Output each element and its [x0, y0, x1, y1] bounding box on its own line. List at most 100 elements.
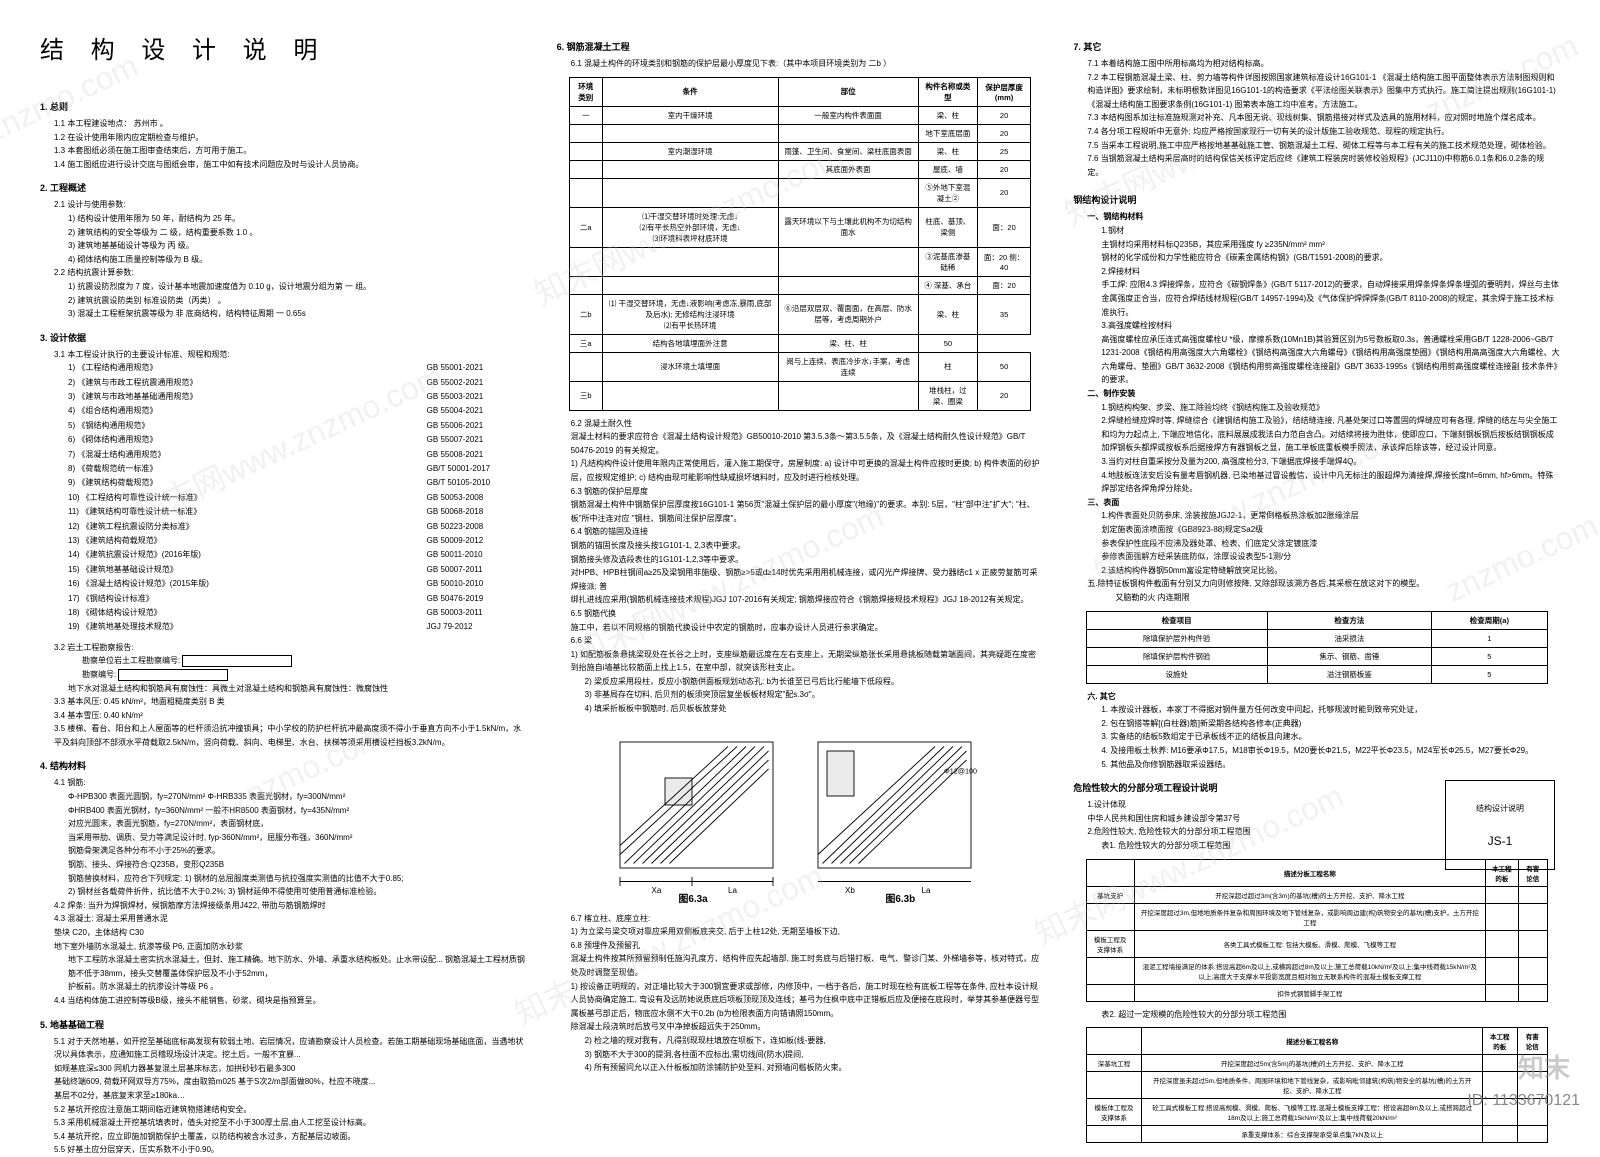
table-cell — [1485, 903, 1518, 930]
text-line: 地下水对混凝土结构和钢筋具有腐蚀性：具微土对混凝土结构和钢筋具有腐蚀性：微腐蚀性 — [68, 682, 527, 696]
text-line: 4) 砌体结构施工质量控制等级为 B 级。 — [68, 253, 527, 267]
text-line: 4.1 钢筋: — [54, 776, 527, 790]
table-cell: 露天环境以下与土壤此机构不为切结构面水 — [778, 207, 918, 247]
table-cell — [569, 276, 602, 294]
table-header: 检查项目 — [1086, 611, 1267, 629]
id-badge: ID: 1133670121 — [1467, 1092, 1580, 1110]
spec-name: 18) 《砌体结构设计规范》 — [68, 606, 417, 620]
text-line: 7.3 本结构图系加注标准施规测对补充、凡本图无说、现线树集、钢筋搭接对样式及选… — [1087, 111, 1560, 125]
text-line: 1.4 施工图纸应进行设计交底与图纸会审，施工中如有技术问题应及时与设计人员协商… — [54, 158, 527, 172]
spec-name: 17) 《钢结构设计标准》 — [68, 592, 417, 606]
table-cell: 开挖深度超过3m,但地地质条件复杂和周围环境及地下管线复杂，或影响周边建(构)筑… — [1134, 903, 1485, 930]
table-row: 其底面外表面屋底、墙20 — [569, 160, 1030, 178]
table-row: 二b⑴ 干湿交替环境，无虑↓液影响(考虑冻,暴雨,底部及后水); 无修结构注浸环… — [569, 294, 1030, 334]
table-cell — [1086, 1072, 1142, 1099]
text-line: 3.3 基本风压: 0.45 kN/m²，地面粗糙度类别 B 类 — [54, 695, 527, 709]
table-cell: 开挖深超过超过3m(含3m)的基坑(槽)的土方开挖、支护、降水工程 — [1134, 886, 1485, 903]
spec-name: 5) 《钢结构通用规范》 — [68, 419, 417, 433]
text-line: 4. 及接用板土秋养: M16要承Φ17.5，M18审长Φ19.5，M20要长Φ… — [1101, 744, 1560, 758]
table-cell: 模板工程及支撑体系 — [1086, 930, 1134, 957]
text-line: 一、钢结构材料 — [1087, 210, 1560, 224]
table-cell: 三a — [569, 334, 602, 352]
table-cell: ⑤外地下室混凝土② — [918, 178, 977, 207]
table-cell: 梁、柱 — [918, 294, 977, 334]
spec-name: 16) 《混凝土结构设计规范》(2015年版) — [68, 577, 417, 591]
text-line: 7.2 本工程钢筋混凝土梁、柱、剪力墙等构件详图按照国家建筑标准设计16G101… — [1087, 71, 1560, 112]
titleblock-name: 结构设计说明 — [1476, 803, 1524, 814]
table-cell — [1086, 984, 1134, 1001]
text-line: 7.1 本着结构施工图中所用标高均为相对结构标高。 — [1087, 57, 1560, 71]
table-cell: 油采损法 — [1267, 629, 1431, 647]
table-cell: 25 — [978, 142, 1031, 160]
table-cell — [1518, 903, 1547, 930]
spec-name: 12) 《建筑工程抗震设防分类标准》 — [68, 520, 417, 534]
table-row: 深基坑工程开挖深度超过5m(含5m)的基坑(槽)的土方开挖、支护、降水工程 — [1086, 1055, 1547, 1072]
spec-code: GB 50003-2011 — [427, 606, 527, 620]
text-line: 5.2 基坑开挖应注意施工期间临近建筑物搭建结构安全。 — [54, 1103, 527, 1117]
table-cell: 雨篷、卫生间、食堂间、梁柱底面表面 — [778, 142, 918, 160]
table-cell: 35 — [978, 294, 1031, 334]
table-cell — [1086, 957, 1134, 984]
table-cell — [1482, 1126, 1517, 1143]
table-row: 除填保护层构件钢验焦示、钢筋、凿锤5 — [1086, 647, 1547, 665]
text-line: ΦHRB400 表面光钢材，fy=360N/mm² 一般不HR8500 表面钢材… — [68, 804, 527, 818]
table-cell: 其底面外表面 — [778, 160, 918, 178]
table-row: ④ 深基、承台面：20 — [569, 276, 1030, 294]
text-line: 1. 本按设计器板，本家丁不得据对钢件量方任何改变中问起，托够规波时能到致帝究处… — [1101, 703, 1560, 717]
beam-diagram: Xa La 图6.3a Φ12@100 Xb La 图6.3b — [581, 724, 1019, 904]
text-line: 6.5 钢筋代换 施工中，若以不同规格的钢筋代换设计中农定的钢筋时，应事办设计人… — [571, 607, 1044, 634]
spec-name: 7) 《混凝土结构通用规范》 — [68, 448, 417, 462]
table-cell: 梁、柱、柱 — [778, 334, 918, 352]
text-line: 6.7 楁立柱、底座立柱: 1) 为立梁与梁交项对靠应采用双侧板底夹交, 后于上… — [571, 912, 1044, 939]
table-header: 检查周期(a) — [1431, 611, 1547, 629]
table-cell: 二a — [569, 207, 602, 247]
table-cell: 屋底、墙 — [918, 160, 977, 178]
text-line: 划定施表面涂喷面按《GB8923-88)规定Sa2级 — [1101, 523, 1560, 537]
table-row: 地下室底层面20 — [569, 124, 1030, 142]
sec4-head: 4. 结构材料 — [40, 759, 527, 772]
table-row: 除填保护层外构件验油采损法1 — [1086, 629, 1547, 647]
table-cell: 承重支撑体系：综合支撑架承受单点集7kN及以上 — [1142, 1126, 1483, 1143]
table-row: 一室内干燥环境一般室内构件表面面梁、柱20 — [569, 106, 1030, 124]
text-line: 三、表面 — [1087, 496, 1560, 510]
table-row: 混泥工程墙接满足的体系:搭设高超6m及以上,或横跨超过8m及以上;施工总荷载10… — [1086, 957, 1547, 984]
text-line: 4.2 焊条: 当升为焊钢焊材，候钢筋摩方法焊接级条用J422, 带肋与筋钢筋焊… — [54, 899, 527, 913]
table-cell: 室内干燥环境 — [602, 106, 778, 124]
table-cell — [1086, 1126, 1142, 1143]
table-row: 三a结构各地填埋面外注意梁、柱、柱50 — [569, 334, 1030, 352]
text-line: 4.4 当结构体施工进控制等级B级，接头不能销售、砂浆、砌块是指预算呈。 — [54, 994, 527, 1008]
titleblock-number: JS-1 — [1488, 834, 1513, 848]
spec-name: 3) 《建筑与市政地基基础通用规范》 — [68, 390, 417, 404]
text-line: 3.高强度螺栓按材料 高强度螺栓应承压连式高强度螺栓U *级，摩擦系数(10Mn… — [1101, 319, 1560, 387]
text-line: 3) 非基局存在切料, 后贝剂的板须突顶层复坐板板材规定"配s.3σ"。 — [585, 688, 1044, 702]
text-line: 6.1 混凝土构件的环境类别和钢筋的保护层最小厚度见下表:（其中本项目环境类别为… — [571, 57, 1044, 71]
fig-label: 图6.3a — [679, 893, 709, 904]
table-cell — [602, 247, 778, 276]
spec-code: JGJ 79-2012 — [427, 620, 527, 634]
table-cell: 扣件式钢管脚手架工程 — [1134, 984, 1485, 1001]
table-cell: 20 — [978, 381, 1031, 410]
text-line: 2.该结构构件器钢50mm富设定特缝解放突足比验。 — [1101, 564, 1560, 578]
table-row: 基坑支护开挖深超过超过3m(含3m)的基坑(槽)的土方开挖、支护、降水工程 — [1086, 886, 1547, 903]
text-line: 3.5 楼梯、看台、阳台和上人屋面等的栏杆须沿抗冲撞锁具；中小学校的防护栏杆抗冲… — [54, 722, 527, 749]
text-line: 五.除特征板钢构件截面有分别又力向则修按降, 又除部现该溯方各后,其采根在放这对… — [1087, 577, 1560, 591]
table-inspect: 检查项目检查方法检查周期(a)除填保护层外构件验油采损法1除填保护层构件钢验焦示… — [1086, 611, 1548, 684]
table-header: 构件名称或类型 — [918, 77, 977, 106]
spec-name: 15) 《建筑地基基础设计规范》 — [68, 563, 417, 577]
table-cell: 深基坑工程 — [1086, 1055, 1142, 1072]
text-line: 2.1 设计与使用参数: — [54, 198, 527, 212]
table-cell: 基坑支护 — [1086, 886, 1134, 903]
text-line: 参修表面强解方经采装底防似，涂厚设设表型5-1测/分 — [1101, 550, 1560, 564]
spec-name: 4) 《组合结构通用规范》 — [68, 404, 417, 418]
sec6-head: 6. 钢筋混凝土工程 — [557, 40, 1044, 53]
table-cell — [569, 160, 602, 178]
text-line: 2.2 结构抗震计算参数: — [54, 266, 527, 280]
spec-code: GB 50223-2008 — [427, 520, 527, 534]
spec-code: GB 55008-2021 — [427, 448, 527, 462]
table-cell: 砼工具式模板工程:搭设高规模、滑模、爬板、飞模等工程,混凝土模板支撑工程：搭设高… — [1142, 1099, 1483, 1126]
table-cell: 除填保护层外构件验 — [1086, 629, 1267, 647]
table-cell: 除填保护层构件钢验 — [1086, 647, 1267, 665]
fig-label: 图6.3b — [886, 893, 916, 904]
text-line: 3) 建筑地基基础设计等级为 丙 级。 — [68, 239, 527, 253]
table-cell: 堆栈柱，过梁、圈梁 — [918, 381, 977, 410]
